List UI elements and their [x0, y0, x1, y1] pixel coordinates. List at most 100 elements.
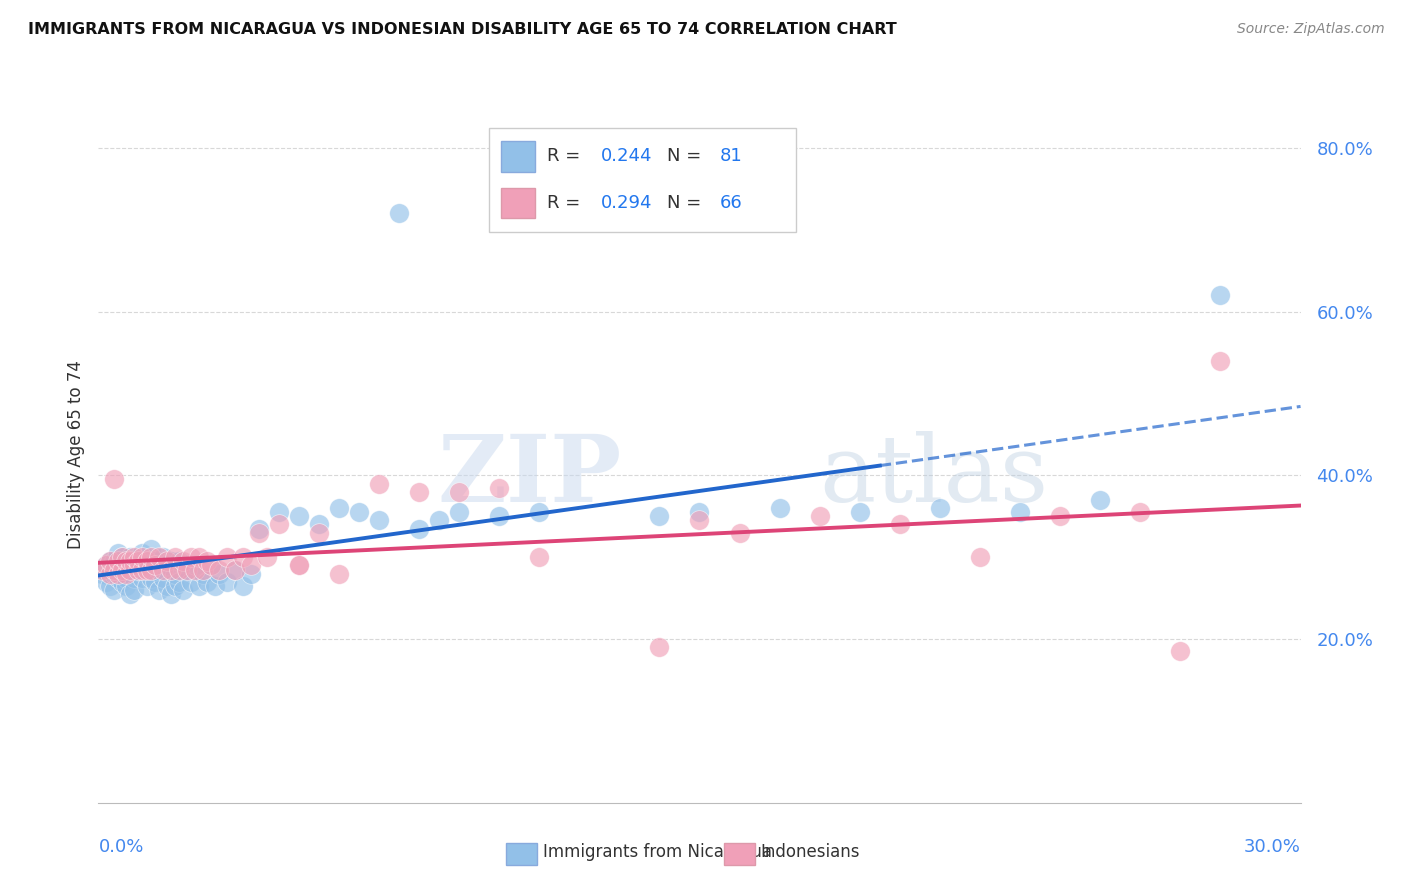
FancyBboxPatch shape [501, 187, 534, 219]
Point [135, 562, 157, 576]
Point [288, 558, 311, 573]
Point [124, 550, 146, 565]
Point [96, 558, 118, 573]
Point [267, 505, 290, 519]
Point [128, 554, 150, 568]
Point [1209, 288, 1232, 302]
Point [427, 513, 450, 527]
Point [163, 579, 186, 593]
Point [208, 566, 231, 581]
Point [328, 501, 350, 516]
Point [139, 562, 162, 576]
Point [124, 558, 146, 573]
Point [288, 509, 311, 524]
Point [148, 582, 170, 597]
Point [115, 554, 138, 568]
Point [308, 517, 330, 532]
Point [195, 574, 218, 589]
Point [200, 558, 222, 573]
Point [239, 558, 262, 573]
Point [648, 640, 671, 655]
Point [267, 517, 290, 532]
Point [889, 517, 911, 532]
Y-axis label: Disability Age 65 to 74: Disability Age 65 to 74 [66, 360, 84, 549]
Point [115, 566, 138, 581]
Point [368, 476, 391, 491]
Point [224, 562, 246, 576]
Point [215, 574, 238, 589]
Text: 0.294: 0.294 [600, 194, 652, 212]
Point [163, 566, 186, 581]
Text: N =: N = [666, 194, 707, 212]
Point [103, 582, 125, 597]
Point [1170, 644, 1192, 658]
Point [120, 587, 142, 601]
Point [183, 562, 205, 576]
Point [135, 554, 157, 568]
Point [103, 473, 125, 487]
Point [139, 542, 162, 557]
Point [768, 501, 790, 516]
Point [408, 484, 430, 499]
Point [224, 562, 246, 576]
Text: R =: R = [547, 147, 586, 165]
Point [131, 571, 153, 585]
Point [111, 550, 134, 565]
Point [529, 505, 551, 519]
Point [247, 522, 270, 536]
Point [155, 554, 177, 568]
Text: N =: N = [666, 147, 707, 165]
Point [120, 562, 142, 576]
Point [529, 550, 551, 565]
Text: Indonesians: Indonesians [761, 843, 860, 861]
Point [969, 550, 991, 565]
Point [808, 509, 831, 524]
Point [195, 554, 218, 568]
Point [103, 554, 125, 568]
Point [183, 558, 205, 573]
Point [163, 550, 186, 565]
Point [728, 525, 751, 540]
Point [152, 550, 174, 565]
Point [191, 562, 214, 576]
Point [107, 571, 129, 585]
Point [232, 550, 254, 565]
Point [100, 579, 122, 593]
Point [155, 558, 177, 573]
Point [849, 505, 872, 519]
FancyBboxPatch shape [489, 128, 796, 232]
Point [167, 574, 190, 589]
Text: IMMIGRANTS FROM NICARAGUA VS INDONESIAN DISABILITY AGE 65 TO 74 CORRELATION CHAR: IMMIGRANTS FROM NICARAGUA VS INDONESIAN … [28, 22, 897, 37]
Point [128, 562, 150, 576]
Point [96, 574, 118, 589]
Point [148, 550, 170, 565]
Point [155, 579, 177, 593]
Point [107, 554, 129, 568]
Point [180, 550, 202, 565]
Point [131, 550, 153, 565]
Point [139, 571, 162, 585]
Point [107, 546, 129, 560]
Point [111, 574, 134, 589]
Text: R =: R = [547, 194, 586, 212]
Point [256, 550, 278, 565]
Point [120, 554, 142, 568]
Point [929, 501, 952, 516]
Point [1010, 505, 1032, 519]
Point [124, 582, 146, 597]
Point [135, 579, 157, 593]
Point [187, 550, 209, 565]
Point [1129, 505, 1152, 519]
Point [115, 579, 138, 593]
Point [1088, 492, 1111, 507]
Point [447, 484, 470, 499]
Point [91, 562, 114, 576]
Point [143, 574, 166, 589]
Point [103, 562, 125, 576]
Point [176, 562, 198, 576]
Point [124, 558, 146, 573]
Point [347, 505, 370, 519]
Point [103, 566, 125, 581]
Point [139, 550, 162, 565]
Point [91, 566, 114, 581]
